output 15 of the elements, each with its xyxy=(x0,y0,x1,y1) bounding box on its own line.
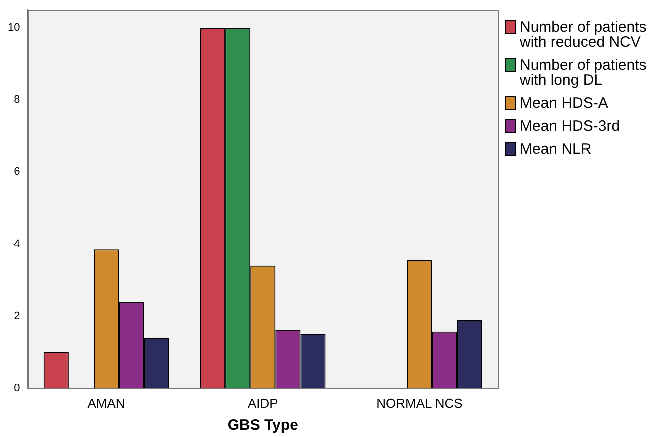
y-tick-label: 4 xyxy=(14,238,20,250)
legend-label: Mean NLR xyxy=(520,141,592,158)
y-tick-label: 10 xyxy=(8,22,20,34)
legend-label: Mean HDS-A xyxy=(520,95,608,112)
legend-label: Mean HDS-3rd xyxy=(520,118,620,135)
y-tick-label: 2 xyxy=(14,310,20,322)
y-tick-label: 0 xyxy=(14,382,20,394)
y-tick-label: 8 xyxy=(14,94,20,106)
x-tick-label: AIDP xyxy=(248,396,278,411)
legend-label: Number of patients with long DL xyxy=(520,57,648,89)
x-tick-label: AMAN xyxy=(88,396,126,411)
x-tick-label: NORMAL NCS xyxy=(376,396,464,411)
x-axis-title: GBS Type xyxy=(228,417,298,434)
y-tick-label: 6 xyxy=(14,166,20,178)
legend-label: Number of patients with reduced NCV xyxy=(520,19,648,51)
